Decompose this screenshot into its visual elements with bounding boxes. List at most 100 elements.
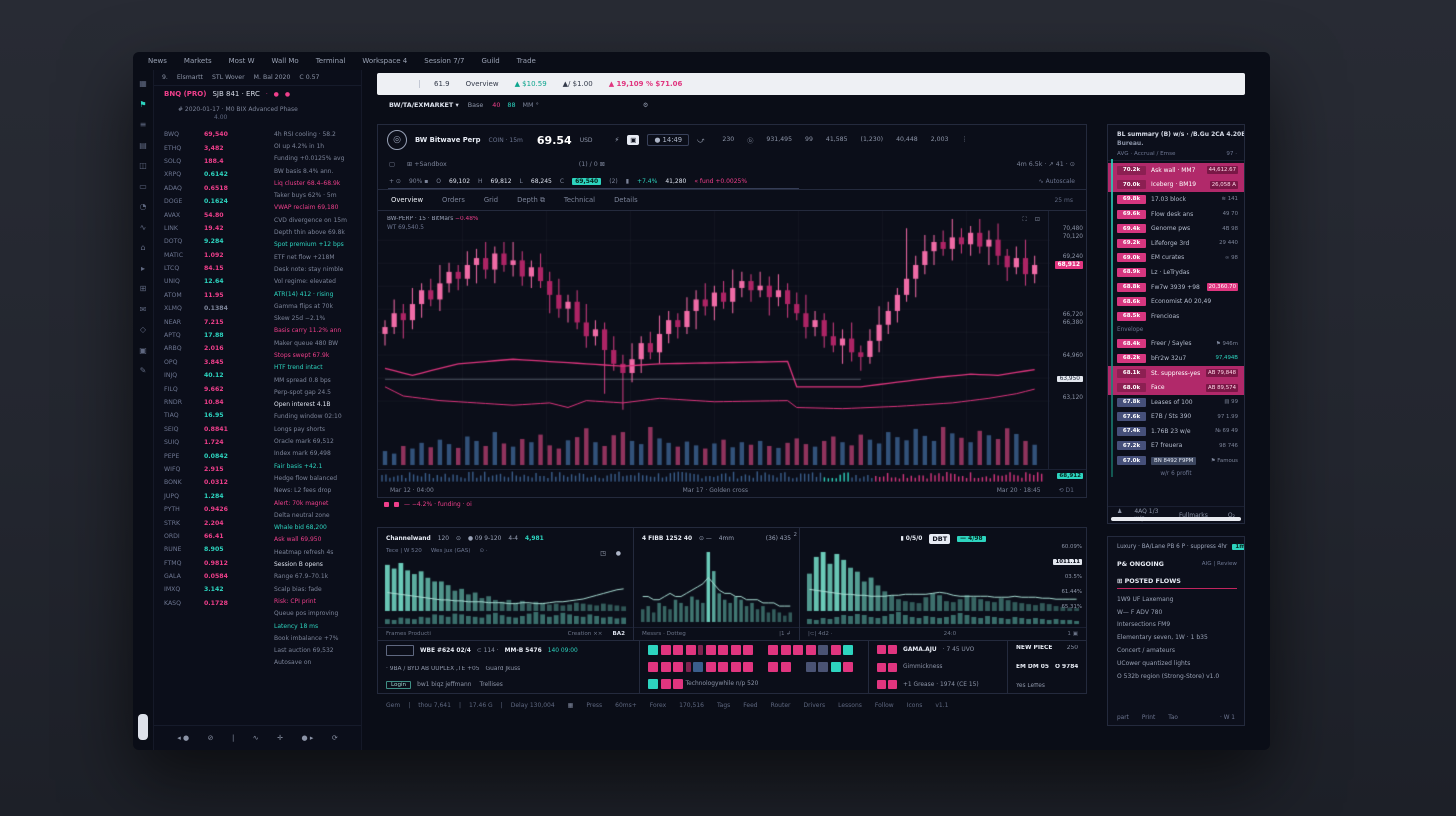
- heatmap-square[interactable]: [805, 662, 816, 672]
- heatmap-square[interactable]: [793, 645, 803, 655]
- feed-item[interactable]: Whale bid 68,200: [274, 522, 355, 534]
- order-book-row[interactable]: 68.2k bFr2w 32u7 97,494B: [1108, 351, 1244, 366]
- heatmap-square[interactable]: [698, 645, 703, 655]
- order-book-row[interactable]: 67.4k 1.76B 23 w/e № 69 49: [1108, 424, 1244, 439]
- order-book-row[interactable]: 67.8k Leases of 100 ▤ 99: [1108, 395, 1244, 410]
- wave-icon[interactable]: ∿: [139, 222, 147, 232]
- watchlist-row[interactable]: DOGE 0.1624: [164, 195, 268, 208]
- news-line[interactable]: UCower quantized lights: [1117, 659, 1191, 667]
- heatmap-square[interactable]: [673, 679, 683, 689]
- heatmap-square[interactable]: [780, 662, 791, 672]
- heatmap-square[interactable]: [685, 662, 691, 672]
- menu-item[interactable]: Wall Mo: [271, 57, 299, 65]
- menu-item[interactable]: Workspace 4: [362, 57, 408, 65]
- feed-item[interactable]: Liq cluster 68.4–68.9k: [274, 177, 355, 189]
- board-icon[interactable]: ▣: [139, 345, 147, 355]
- order-book-row[interactable]: 68.9k Lz · LeTrydas: [1108, 265, 1244, 280]
- order-book-row[interactable]: 70.2k Ask wall · MM7 44,612.67: [1108, 163, 1244, 178]
- watchlist-row[interactable]: MATIC 1.092: [164, 249, 268, 262]
- news-line[interactable]: O 532b region (Strong-Store) v1.0: [1117, 672, 1220, 680]
- session-pill[interactable]: ● 14:49: [647, 134, 690, 146]
- order-book-scrollbar[interactable]: [1111, 517, 1241, 521]
- heatmap-square[interactable]: [648, 662, 658, 672]
- tab-orders[interactable]: Orders: [442, 196, 465, 204]
- feed-item[interactable]: ATR(14) 412 · rising: [274, 288, 355, 300]
- status-item[interactable]: Follow: [874, 701, 894, 709]
- add-grid-icon[interactable]: ⊞: [139, 284, 147, 293]
- watchlist-row[interactable]: XLMQ 0.1384: [164, 302, 268, 315]
- feed-item[interactable]: Index mark 69,498: [274, 448, 355, 460]
- feed-item[interactable]: Perp-spot gap 24.5: [274, 386, 355, 398]
- curve-arrow-icon[interactable]: ⤻: [697, 135, 705, 144]
- next-icon[interactable]: ● ▸: [301, 734, 314, 742]
- feed-item[interactable]: Skew 25d −2.1%: [274, 312, 355, 324]
- feed-item[interactable]: Basis carry 11.2% ann: [274, 325, 355, 337]
- target-icon[interactable]: ⊘: [207, 734, 214, 742]
- plus-icon[interactable]: ✛: [277, 734, 284, 742]
- status-item[interactable]: Drivers: [803, 701, 826, 709]
- mail-icon[interactable]: ✉: [139, 304, 147, 314]
- watchlist-row[interactable]: TIAQ 16.95: [164, 409, 268, 422]
- heatmap-square[interactable]: [705, 662, 716, 672]
- toolbar-item[interactable]: C 0.57: [299, 74, 320, 81]
- feed-item[interactable]: ETF net flow +218M: [274, 251, 355, 263]
- heatmap-square[interactable]: [673, 645, 683, 655]
- heatmap-square[interactable]: [730, 662, 741, 672]
- order-book-row[interactable]: 69.8k 17.03 block ≋ 141: [1108, 192, 1244, 207]
- status-item[interactable]: Router: [770, 701, 791, 709]
- feed-item[interactable]: Heatmap refresh 4s: [274, 546, 355, 558]
- gear-icon[interactable]: ⚙: [642, 100, 649, 109]
- order-book-row[interactable]: 68.4k Freer / Sayles ⚑ 946m: [1108, 337, 1244, 352]
- chart-symbol-title[interactable]: BW Bitwave Perp: [415, 136, 481, 144]
- feed-item[interactable]: Session B opens: [274, 558, 355, 570]
- status-item[interactable]: Lessons: [838, 701, 862, 709]
- heatmap-square[interactable]: [648, 645, 658, 655]
- order-book-row[interactable]: 69.6k Flow desk ans 49 70: [1108, 207, 1244, 222]
- heatmap-square[interactable]: [693, 662, 703, 672]
- watchlist-row[interactable]: XRPQ 0.6142: [164, 168, 268, 181]
- bolt-icon[interactable]: ⚡: [614, 136, 620, 144]
- flow-chart-corner-icons[interactable]: ◳ ●: [600, 550, 625, 557]
- order-book-row[interactable]: 68.0k Face AB 89,574: [1108, 380, 1244, 395]
- watchlist-row[interactable]: ORDI 66.41: [164, 530, 268, 543]
- chart-tool[interactable]: ▢: [389, 160, 395, 168]
- feed-item[interactable]: OI up 4.2% in 1h: [274, 140, 355, 152]
- depth-chart-body[interactable]: [634, 545, 799, 627]
- heatmap-square[interactable]: [685, 645, 696, 655]
- heatmap-square[interactable]: [743, 662, 753, 672]
- scrubber-canvas[interactable]: [378, 471, 1050, 482]
- feed-item[interactable]: BW basis 8.4% ann.: [274, 165, 355, 177]
- toolbar-item[interactable]: STL Wover: [211, 74, 245, 81]
- heatmap-square[interactable]: [830, 645, 841, 655]
- watchlist-row[interactable]: SOLQ 188.4: [164, 155, 268, 168]
- heatmap-square[interactable]: [805, 645, 816, 655]
- heatmap-square[interactable]: [793, 662, 803, 672]
- feed-item[interactable]: MM spread 0.8 bps: [274, 374, 355, 386]
- watchlist-row[interactable]: STRK 2.204: [164, 516, 268, 529]
- feed-item[interactable]: Queue pos improving: [274, 608, 355, 620]
- menu-item[interactable]: Terminal: [315, 57, 346, 65]
- watchlist-row[interactable]: NEAR 7.215: [164, 315, 268, 328]
- sync-icon[interactable]: ⟳: [331, 734, 338, 742]
- order-book-row[interactable]: 68.8k Fw7w 3939 +98 20,360.70: [1108, 280, 1244, 295]
- watchlist-row[interactable]: SEIQ 0.8841: [164, 423, 268, 436]
- watchlist-row[interactable]: UNIQ 12.64: [164, 275, 268, 288]
- watchlist-row[interactable]: AVAX 54.80: [164, 208, 268, 221]
- chart-tool[interactable]: ⊞ +Sandbox: [406, 160, 447, 168]
- news-line[interactable]: Intersections FM9: [1117, 621, 1171, 629]
- time-axis-mode[interactable]: ⟲ D1: [1058, 486, 1074, 494]
- flag-icon[interactable]: ⚑: [139, 99, 147, 109]
- heatmap-square[interactable]: [730, 645, 741, 655]
- heatmap-square[interactable]: [705, 645, 716, 655]
- status-item[interactable]: 60ms+: [615, 701, 637, 709]
- tab-technical[interactable]: Technical: [563, 196, 596, 204]
- play-icon[interactable]: ▸: [140, 263, 145, 273]
- watchlist-row[interactable]: RNDR 10.84: [164, 396, 268, 409]
- timeline-scrubber[interactable]: 68,912: [378, 469, 1086, 483]
- market-pair-label[interactable]: BW/TA/EXMARKET ▾: [389, 100, 459, 109]
- heatmap-square[interactable]: [843, 662, 853, 672]
- watchlist-row[interactable]: INJQ 40.12: [164, 369, 268, 382]
- heatmap-square[interactable]: [660, 662, 671, 672]
- feed-item[interactable]: Risk: CPI print: [274, 595, 355, 607]
- watchlist-row[interactable]: BWQ 69,540: [164, 128, 268, 141]
